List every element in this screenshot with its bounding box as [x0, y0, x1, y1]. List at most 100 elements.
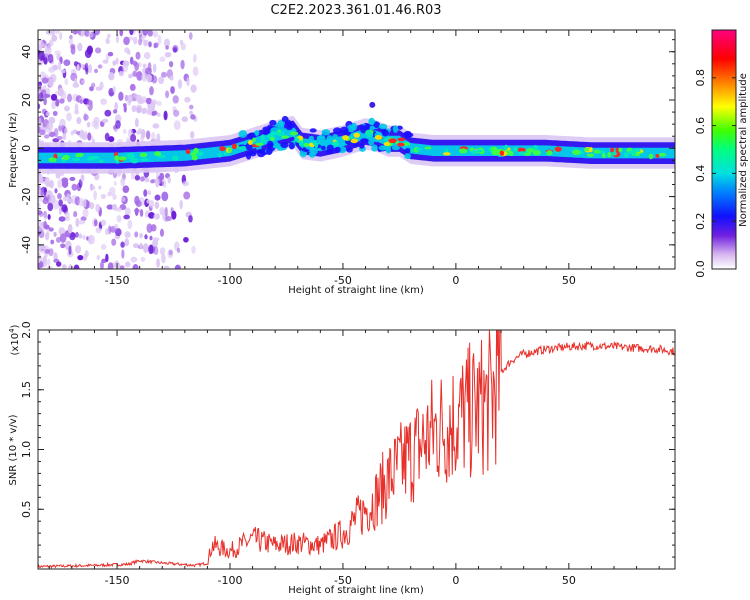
- heatmap-ridge-blob: [284, 119, 292, 126]
- heatmap-noise-speckle: [46, 194, 51, 205]
- heatmap-noise-speckle: [154, 194, 161, 201]
- heatmap-noise-speckle: [192, 66, 199, 77]
- heatmap-ridge-peak: [512, 146, 519, 152]
- heatmap-noise-speckle: [88, 31, 94, 38]
- heatmap-noise-speckle: [168, 60, 174, 68]
- heatmap-ridge-peak: [260, 134, 265, 141]
- heatmap-noise-speckle: [45, 232, 50, 241]
- colorbar-tick-label: 0.6: [694, 117, 707, 135]
- heatmap-noise-speckle: [66, 93, 73, 103]
- heatmap-noise-speckle: [38, 196, 43, 202]
- heatmap-ridge-peak: [648, 153, 654, 160]
- heatmap-noise-speckle: [157, 34, 162, 45]
- heatmap-noise-speckle: [115, 207, 122, 212]
- heatmap-noise-speckle: [77, 42, 83, 52]
- heatmap-ridge-peak: [607, 151, 612, 158]
- heatmap-noise-speckle: [148, 244, 154, 255]
- heatmap-noise-speckle: [171, 210, 177, 220]
- heatmap-noise-speckle: [85, 200, 91, 209]
- heatmap-ridge-peak: [388, 138, 397, 144]
- heatmap-ridge-peak: [259, 139, 267, 144]
- heatmap-ridge-peak: [252, 137, 256, 142]
- heatmap-ridge-peak: [397, 137, 406, 142]
- heatmap-ridge-peak: [397, 142, 405, 147]
- heatmap-ridge-peak: [56, 153, 63, 157]
- heatmap-noise-speckle: [118, 91, 124, 101]
- heatmap-ridge-peak: [139, 152, 148, 158]
- heatmap-noise-speckle: [51, 100, 57, 110]
- heatmap-noise-speckle: [159, 56, 166, 63]
- heatmap-noise-speckle: [146, 73, 153, 83]
- heatmap-ridge-peak: [444, 148, 449, 154]
- heatmap-noise-speckle: [119, 265, 125, 269]
- heatmap-noise-speckle: [64, 211, 70, 219]
- heatmap-noise-speckle: [123, 128, 127, 135]
- heatmap-noise-speckle: [112, 109, 118, 114]
- heatmap-ridge-peak: [618, 147, 623, 153]
- heatmap-ridge-blob: [285, 125, 293, 131]
- heatmap-ridge-peak: [198, 151, 204, 156]
- heatmap-ridge-peak: [658, 152, 667, 157]
- heatmap-ridge-blob: [346, 147, 353, 153]
- heatmap-noise-speckle: [51, 34, 58, 42]
- heatmap-noise-speckle: [52, 199, 60, 210]
- heatmap-noise-speckle: [72, 30, 78, 35]
- heatmap-ridge-blob: [320, 145, 326, 151]
- y-tick-label: 2.0: [20, 321, 33, 339]
- heatmap-y-label: Frequency (Hz): [8, 112, 19, 188]
- colorbar-label: Normalized spectral amplitude: [738, 73, 749, 227]
- heatmap-noise-speckle: [129, 83, 136, 92]
- heatmap-ridge-peak: [410, 148, 414, 153]
- heatmap-image: [38, 30, 675, 269]
- x-tick-label: 0: [452, 574, 459, 587]
- heatmap-noise-speckle: [155, 177, 160, 188]
- heatmap-noise-speckle: [61, 264, 67, 269]
- heatmap-noise-speckle: [120, 241, 125, 248]
- heatmap-noise-speckle: [156, 112, 161, 117]
- heatmap-ridge-peak: [231, 143, 237, 150]
- snr-line: [38, 330, 675, 569]
- heatmap-noise-speckle: [107, 262, 114, 269]
- heatmap-ridge-peak: [129, 152, 134, 156]
- heatmap-noise-speckle: [57, 193, 62, 200]
- heatmap-ridge-peak: [623, 152, 629, 158]
- x-tick-label: -150: [105, 574, 130, 587]
- heatmap-noise-speckle: [38, 210, 43, 216]
- x-tick-label: 50: [562, 274, 576, 287]
- heatmap-noise-speckle: [113, 224, 119, 229]
- heatmap-noise-speckle: [148, 41, 152, 48]
- heatmap-noise-speckle: [87, 132, 92, 141]
- heatmap-ridge-blob: [368, 117, 375, 126]
- heatmap-ridge-peak: [185, 149, 191, 155]
- heatmap-noise-speckle: [38, 117, 42, 128]
- heatmap-ridge-peak: [554, 146, 562, 152]
- heatmap-noise-speckle: [123, 36, 130, 46]
- heatmap-noise-speckle: [165, 216, 173, 222]
- heatmap-noise-speckle: [43, 56, 48, 65]
- heatmap-noise-speckle: [61, 204, 68, 213]
- heatmap-ridge-peak: [532, 149, 542, 156]
- heatmap-noise-speckle: [116, 215, 122, 223]
- heatmap-noise-speckle: [140, 128, 146, 139]
- heatmap-noise-speckle: [58, 199, 63, 207]
- heatmap-ridge-peak: [48, 157, 57, 163]
- heatmap-noise-speckle: [161, 191, 169, 202]
- heatmap-noise-speckle: [105, 38, 110, 45]
- colorbar-tick-label: 0.2: [694, 212, 707, 230]
- heatmap-noise-speckle: [75, 245, 82, 254]
- heatmap-ridge-blob: [351, 122, 358, 131]
- heatmap-noise-speckle: [53, 128, 59, 138]
- heatmap-ridge-peak: [611, 151, 617, 156]
- heatmap-noise-speckle: [118, 70, 124, 77]
- heatmap-ridge-blob: [317, 134, 326, 143]
- heatmap-noise-speckle: [159, 247, 166, 256]
- heatmap-noise-speckle: [132, 263, 139, 269]
- heatmap-ridge-peak: [610, 147, 615, 153]
- x-tick-label: -50: [334, 574, 352, 587]
- heatmap-ridge-blob: [269, 119, 277, 126]
- heatmap-noise-speckle: [62, 196, 68, 202]
- heatmap-ridge-peak: [655, 153, 660, 158]
- heatmap-noise-speckle: [38, 202, 41, 209]
- heatmap-noise-speckle: [62, 132, 67, 140]
- heatmap-noise-speckle: [86, 99, 93, 106]
